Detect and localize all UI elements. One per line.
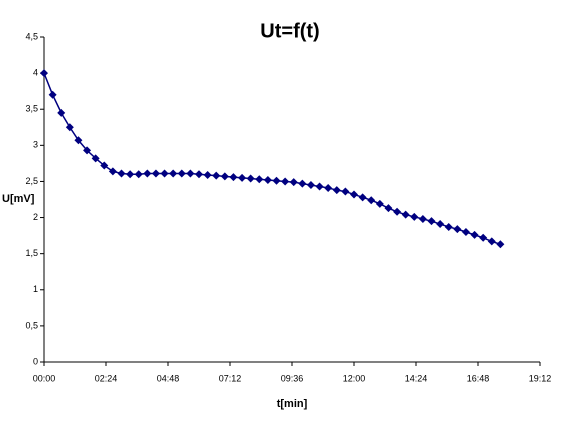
data-marker <box>289 178 298 187</box>
data-marker <box>108 167 117 176</box>
x-tick-label: 14:24 <box>405 373 428 383</box>
data-marker <box>229 173 238 182</box>
data-marker <box>393 207 402 216</box>
data-marker <box>169 169 178 178</box>
data-marker <box>350 190 358 199</box>
x-tick-label: 00:00 <box>33 373 56 383</box>
data-marker <box>315 182 324 191</box>
data-marker <box>470 230 479 239</box>
y-tick-label: 1,5 <box>25 248 38 258</box>
data-marker <box>263 176 272 184</box>
data-marker <box>65 123 74 132</box>
y-tick-label: 3 <box>33 140 38 150</box>
data-marker <box>427 217 436 226</box>
x-tick-label: 02:24 <box>95 373 118 383</box>
data-marker <box>160 169 169 178</box>
data-marker <box>238 173 247 182</box>
data-marker <box>367 196 376 205</box>
y-tick-label: 3,5 <box>25 104 38 114</box>
chart-title: Ut=f(t) <box>260 20 319 42</box>
data-marker <box>281 177 290 186</box>
data-marker <box>40 69 48 78</box>
data-marker <box>436 220 445 229</box>
data-marker <box>461 228 470 236</box>
y-tick-label: 2,5 <box>25 176 38 186</box>
data-marker <box>444 222 453 231</box>
x-tick-label: 09:36 <box>281 373 304 383</box>
x-tick-label: 12:00 <box>343 373 366 383</box>
y-tick-label: 4 <box>33 67 38 77</box>
data-marker <box>83 146 92 155</box>
x-axis-label: t[min] <box>277 398 308 410</box>
data-marker <box>177 169 186 178</box>
data-marker <box>384 204 393 213</box>
data-marker <box>272 176 281 185</box>
data-marker <box>126 170 135 179</box>
data-marker <box>375 199 384 208</box>
data-marker <box>418 215 427 223</box>
data-marker <box>358 193 367 202</box>
data-marker <box>496 240 505 249</box>
data-marker <box>203 170 212 179</box>
data-marker <box>487 237 496 246</box>
y-tick-label: 1 <box>33 284 38 294</box>
data-marker <box>57 108 66 117</box>
data-marker <box>151 169 160 178</box>
data-marker <box>453 225 462 234</box>
data-marker <box>401 210 410 219</box>
x-tick-label: 16:48 <box>467 373 490 383</box>
data-marker <box>134 170 143 179</box>
data-marker <box>220 172 229 181</box>
data-marker <box>341 187 350 196</box>
data-marker <box>298 179 307 188</box>
y-tick-label: 0,5 <box>25 320 38 330</box>
data-marker <box>410 212 419 221</box>
y-tick-label: 4,5 <box>25 31 38 41</box>
data-marker <box>100 161 109 170</box>
x-tick-label: 04:48 <box>157 373 180 383</box>
y-tick-label: 0 <box>33 356 38 366</box>
x-tick-label: 07:12 <box>219 373 242 383</box>
data-marker <box>479 233 488 242</box>
y-tick-label: 2 <box>33 212 38 222</box>
data-marker <box>332 186 341 195</box>
data-marker <box>48 90 57 99</box>
data-marker <box>186 169 195 178</box>
data-marker <box>324 183 333 192</box>
data-marker <box>195 170 203 179</box>
data-marker <box>212 171 221 180</box>
data-marker <box>255 175 264 184</box>
y-axis-label: U[mV] <box>2 193 35 205</box>
data-marker <box>91 154 100 163</box>
data-marker <box>117 169 126 178</box>
data-marker <box>246 174 255 183</box>
data-marker <box>74 136 83 145</box>
data-marker <box>143 169 152 178</box>
x-tick-label: 19:12 <box>529 373 552 383</box>
data-marker <box>306 181 315 190</box>
